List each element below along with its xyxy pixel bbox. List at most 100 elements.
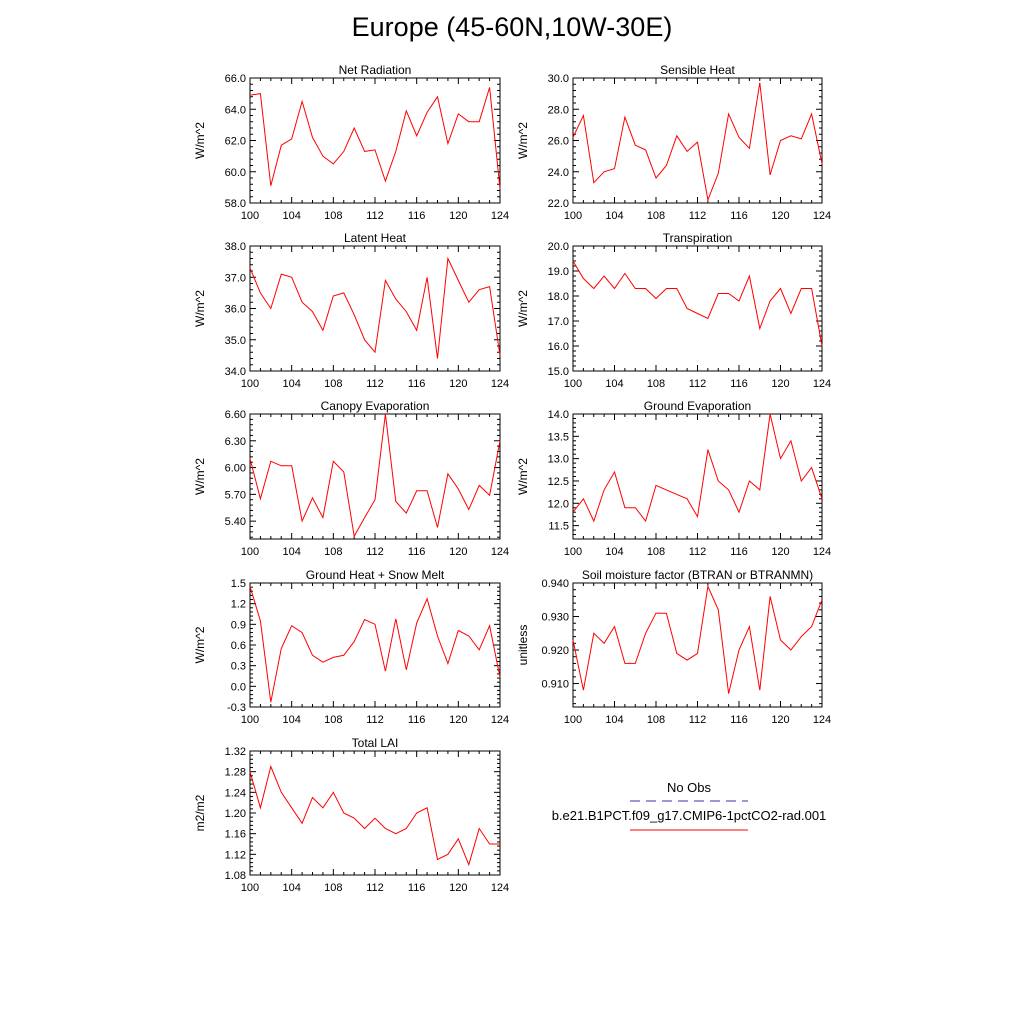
x-tick-label: 116 bbox=[408, 714, 426, 726]
x-tick-label: 108 bbox=[324, 210, 342, 222]
x-tick-label: 116 bbox=[408, 210, 426, 222]
y-tick-label: 13.5 bbox=[548, 431, 569, 443]
series-line bbox=[249, 764, 500, 867]
panels-group: Net Radiation W/m^2 100 104 108 112 116 120 124 5… bbox=[193, 63, 831, 894]
y-tick-label: 0.930 bbox=[541, 612, 569, 624]
x-tick-label: 104 bbox=[282, 546, 300, 558]
panel-1: Net Radiation W/m^2 100 104 108 112 116 120 124 5… bbox=[193, 63, 509, 222]
y-tick-label: 17.0 bbox=[548, 316, 569, 328]
x-tick-label: 104 bbox=[282, 378, 300, 390]
panel-title: Ground Heat + Snow Melt bbox=[306, 568, 445, 582]
x-tick-label: 120 bbox=[771, 210, 789, 222]
y-tick-label: 18.0 bbox=[548, 291, 569, 303]
x-tick-label: 116 bbox=[730, 714, 748, 726]
y-tick-label: 64.0 bbox=[225, 104, 246, 116]
x-tick-label: 124 bbox=[813, 714, 831, 726]
x-tick-label: 108 bbox=[647, 378, 665, 390]
y-tick-label: 38.0 bbox=[225, 241, 246, 253]
x-tick-label: 100 bbox=[241, 714, 259, 726]
y-tick-label: 60.0 bbox=[225, 167, 246, 179]
y-tick-label: 11.5 bbox=[548, 521, 569, 533]
x-tick-label: 100 bbox=[241, 378, 259, 390]
x-tick-label: 116 bbox=[730, 378, 748, 390]
x-tick-label: 116 bbox=[730, 546, 748, 558]
plot-frame bbox=[249, 77, 501, 204]
x-tick-label: 100 bbox=[564, 714, 582, 726]
y-tick-label: 0.0 bbox=[231, 681, 246, 693]
y-axis-label: W/m^2 bbox=[193, 458, 207, 495]
panel-4: Transpiration W/m^2 100 104 108 112 116 120 124 1… bbox=[516, 231, 831, 390]
x-tick-label: 100 bbox=[241, 546, 259, 558]
y-tick-label: 15.0 bbox=[548, 366, 569, 378]
legend: No Obs b.e21.B1PCT.f09_g17.CMIP6-1pctCO2… bbox=[552, 780, 827, 831]
y-tick-label: 14.0 bbox=[548, 409, 569, 421]
y-axis-label: W/m^2 bbox=[516, 458, 530, 495]
series-line bbox=[572, 82, 823, 202]
x-tick-label: 124 bbox=[491, 714, 509, 726]
y-tick-label: 12.0 bbox=[548, 498, 569, 510]
y-tick-label: 6.00 bbox=[225, 463, 246, 475]
x-tick-label: 108 bbox=[324, 882, 342, 894]
y-tick-label: 1.12 bbox=[225, 849, 246, 861]
x-tick-label: 104 bbox=[282, 882, 300, 894]
panel-2: Sensible Heat W/m^2 100 104 108 112 116 120 124 2… bbox=[516, 63, 831, 222]
y-tick-label: 0.920 bbox=[541, 645, 569, 657]
plot-frame bbox=[572, 582, 823, 708]
y-tick-label: 62.0 bbox=[225, 136, 246, 148]
x-tick-label: 108 bbox=[647, 714, 665, 726]
x-tick-label: 116 bbox=[730, 210, 748, 222]
y-tick-label: 30.0 bbox=[548, 73, 569, 85]
x-tick-label: 124 bbox=[491, 378, 509, 390]
panel-title: Net Radiation bbox=[339, 63, 412, 77]
page-title: Europe (45-60N,10W-30E) bbox=[351, 12, 673, 42]
series-line bbox=[249, 586, 501, 703]
panel-title: Latent Heat bbox=[344, 231, 407, 245]
plot-frame bbox=[572, 77, 823, 204]
y-axis-label: W/m^2 bbox=[193, 626, 207, 663]
y-tick-label: 28.0 bbox=[548, 104, 569, 116]
panel-title: Soil moisture factor (BTRAN or BTRANMN) bbox=[582, 568, 813, 582]
y-tick-label: 5.40 bbox=[225, 516, 246, 528]
y-tick-label: 19.0 bbox=[548, 266, 569, 278]
x-tick-label: 100 bbox=[564, 210, 582, 222]
x-tick-label: 120 bbox=[449, 378, 467, 390]
x-tick-label: 112 bbox=[689, 714, 707, 726]
panel-9: Total LAI m2/m2 100 104 108 112 116 120 124 1.08 1… bbox=[193, 736, 509, 894]
y-tick-label: 1.08 bbox=[225, 870, 246, 882]
panel-8: Soil moisture factor (BTRAN or BTRANMN) u… bbox=[516, 568, 831, 726]
y-tick-label: 22.0 bbox=[548, 198, 569, 210]
legend-obs-label: No Obs bbox=[667, 780, 712, 795]
y-tick-label: 1.24 bbox=[225, 787, 246, 799]
x-tick-label: 124 bbox=[813, 378, 831, 390]
x-tick-label: 104 bbox=[282, 210, 300, 222]
y-tick-label: 1.16 bbox=[225, 829, 246, 841]
y-tick-label: 1.28 bbox=[225, 767, 246, 779]
y-tick-label: 6.30 bbox=[225, 436, 246, 448]
y-tick-label: 1.5 bbox=[231, 578, 246, 590]
x-tick-label: 116 bbox=[408, 546, 426, 558]
y-tick-label: 16.0 bbox=[548, 341, 569, 353]
series-line bbox=[249, 256, 501, 359]
y-axis-label: W/m^2 bbox=[193, 290, 207, 327]
y-axis-label: W/m^2 bbox=[193, 122, 207, 159]
y-tick-label: 13.0 bbox=[548, 454, 569, 466]
y-tick-label: -0.3 bbox=[227, 702, 246, 714]
x-tick-label: 104 bbox=[605, 210, 623, 222]
y-tick-label: 1.20 bbox=[225, 808, 246, 820]
legend-model-label: b.e21.B1PCT.f09_g17.CMIP6-1pctCO2-rad.00… bbox=[552, 808, 827, 823]
plot-frame bbox=[249, 750, 501, 876]
series-line bbox=[572, 260, 823, 347]
x-tick-label: 100 bbox=[241, 210, 259, 222]
panel-7: Ground Heat + Snow Melt W/m^2 100 104 108 112… bbox=[193, 568, 509, 726]
x-tick-label: 112 bbox=[366, 210, 384, 222]
y-tick-label: 58.0 bbox=[225, 198, 246, 210]
panel-title: Sensible Heat bbox=[660, 63, 735, 77]
y-tick-label: 34.0 bbox=[225, 366, 246, 378]
plot-frame bbox=[249, 413, 501, 540]
y-tick-label: 66.0 bbox=[225, 73, 246, 85]
x-tick-label: 112 bbox=[366, 546, 384, 558]
x-tick-label: 100 bbox=[564, 378, 582, 390]
series-line bbox=[572, 584, 823, 694]
panel-title: Ground Evaporation bbox=[644, 399, 751, 413]
